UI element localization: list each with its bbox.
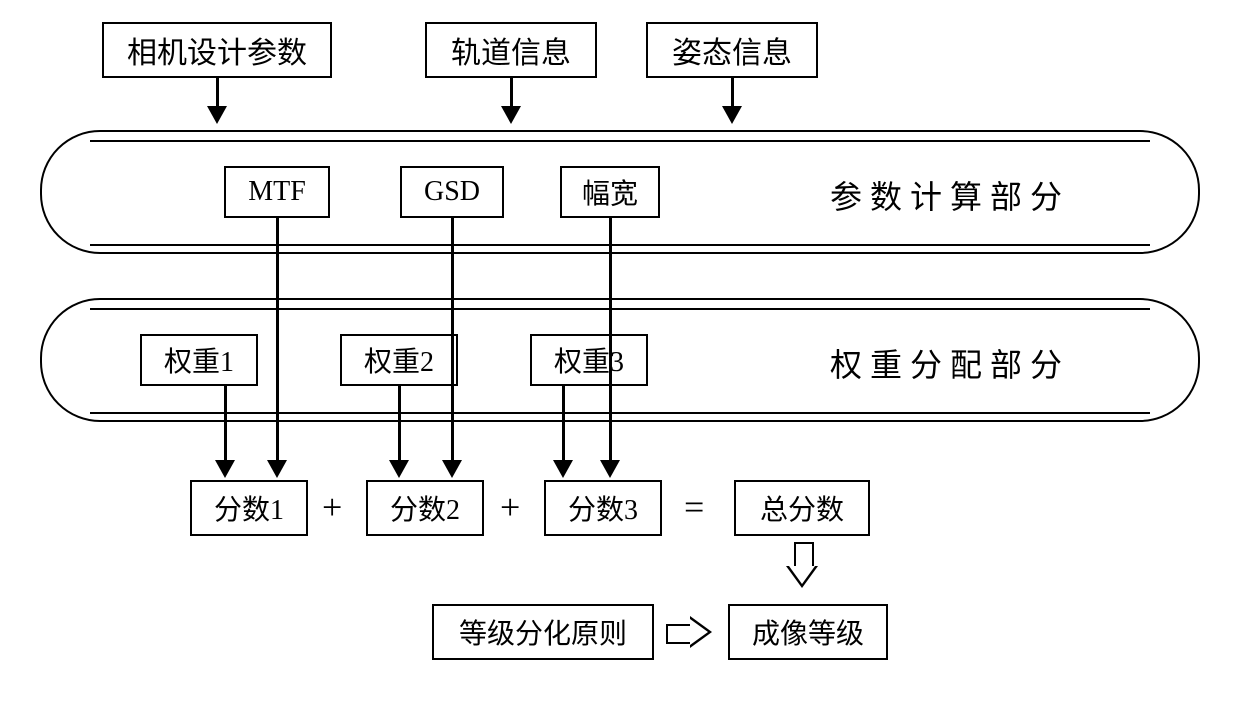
imaging-grade: 成像等级: [728, 604, 888, 660]
arrow: [224, 386, 227, 464]
arrowhead: [207, 106, 227, 124]
label: 权重2: [364, 340, 434, 380]
total-score: 总分数: [734, 480, 870, 536]
arrowhead: [553, 460, 573, 478]
input-attitude-info: 姿态信息: [646, 22, 818, 78]
score-2: 分数2: [366, 480, 484, 536]
plus-icon: +: [500, 486, 520, 528]
input-orbit-info: 轨道信息: [425, 22, 597, 78]
label: GSD: [424, 176, 480, 208]
label: 权重1: [164, 340, 234, 380]
arrowhead: [267, 460, 287, 478]
section-label-weight: 权重分配部分: [830, 340, 1070, 386]
op: +: [322, 487, 342, 527]
label: 姿态信息: [672, 28, 792, 72]
op: =: [684, 487, 704, 527]
hline: [90, 412, 1150, 414]
arrow: [276, 218, 279, 464]
arrow: [609, 218, 612, 464]
label: 分数1: [214, 488, 284, 528]
plus-icon: +: [322, 486, 342, 528]
arrowhead: [389, 460, 409, 478]
input-camera-params: 相机设计参数: [102, 22, 332, 78]
param-gsd: GSD: [400, 166, 504, 218]
param-mtf: MTF: [224, 166, 330, 218]
hline: [90, 308, 1150, 310]
arrowhead: [722, 106, 742, 124]
section-label-param: 参数计算部分: [830, 172, 1070, 218]
flowchart-canvas: 相机设计参数 轨道信息 姿态信息 MTF GSD 幅宽 参数计算部分 权重1 权…: [0, 0, 1239, 706]
label: 权重分配部分: [830, 347, 1070, 383]
hollow-arrow-right-icon: [666, 616, 718, 648]
hline: [90, 140, 1150, 142]
weight-1: 权重1: [140, 334, 258, 386]
hollow-arrow-down-icon: [786, 542, 818, 594]
label: MTF: [248, 176, 306, 208]
weight-3: 权重3: [530, 334, 648, 386]
arrowhead: [215, 460, 235, 478]
hline: [90, 244, 1150, 246]
arrowhead: [501, 106, 521, 124]
label: 等级分化原则: [459, 612, 627, 652]
arrow: [451, 218, 454, 464]
arrowhead: [600, 460, 620, 478]
weight-2: 权重2: [340, 334, 458, 386]
score-3: 分数3: [544, 480, 662, 536]
label: 相机设计参数: [127, 28, 307, 72]
arrowhead: [442, 460, 462, 478]
arrow: [562, 386, 565, 464]
arrow: [398, 386, 401, 464]
op: +: [500, 487, 520, 527]
label: 参数计算部分: [830, 179, 1070, 215]
label: 权重3: [554, 340, 624, 380]
label: 成像等级: [752, 612, 864, 652]
label: 分数2: [390, 488, 460, 528]
grading-principle: 等级分化原则: [432, 604, 654, 660]
label: 幅宽: [582, 172, 638, 212]
label: 分数3: [568, 488, 638, 528]
label: 总分数: [760, 488, 844, 528]
equals-icon: =: [684, 486, 704, 528]
score-1: 分数1: [190, 480, 308, 536]
label: 轨道信息: [451, 28, 571, 72]
param-width: 幅宽: [560, 166, 660, 218]
